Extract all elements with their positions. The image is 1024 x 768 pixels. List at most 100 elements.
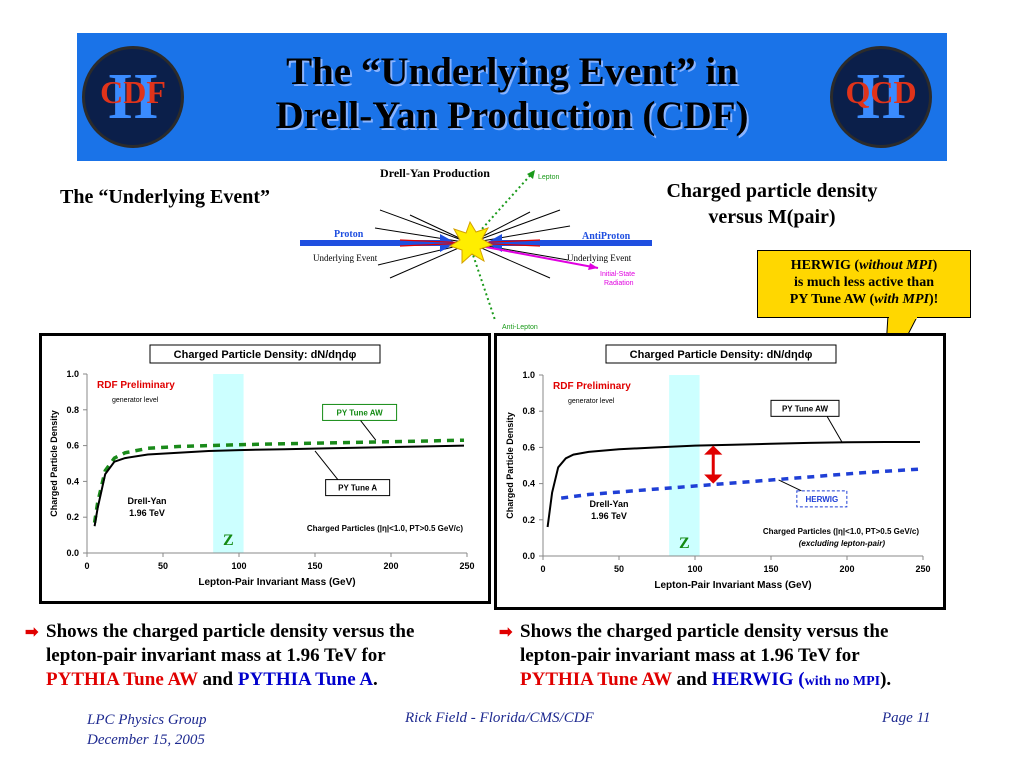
- page-title: The “Underlying Event” in Drell-Yan Prod…: [200, 50, 824, 138]
- right-bullet-line-3: PYTHIA Tune AW and HERWIG (with no MPI).: [520, 669, 892, 690]
- y-axis-label: Charged Particle Density: [49, 410, 59, 517]
- y-tick-label: 0.0: [522, 551, 535, 561]
- y-tick-label: 0.8: [66, 405, 79, 415]
- y-tick-label: 1.0: [66, 369, 79, 379]
- x-tick-label: 250: [915, 564, 930, 574]
- cuts-label-2: (excluding lepton-pair): [799, 539, 886, 548]
- generator-label: generator level: [112, 397, 159, 404]
- isr-arrowhead: [588, 263, 598, 270]
- left-heading: The “Underlying Event”: [60, 186, 271, 208]
- x-tick-label: 50: [158, 561, 168, 571]
- qcd-logo: II QCD: [830, 46, 932, 148]
- y-tick-label: 1.0: [522, 370, 535, 380]
- anti-lepton-label: Anti-Lepton: [502, 324, 538, 331]
- y-tick-label: 0.4: [66, 476, 79, 486]
- left-bullet-line-3: PYTHIA Tune AW and PYTHIA Tune A.: [46, 669, 378, 690]
- process-label: Drell-Yan: [589, 499, 628, 509]
- right-bullet-line-1: Shows the charged particle density versu…: [520, 621, 889, 642]
- x-tick-label: 150: [763, 564, 778, 574]
- cdf-logo: II CDF: [82, 46, 184, 148]
- x-axis-label: Lepton-Pair Invariant Mass (GeV): [198, 577, 355, 588]
- py-tune-aw-box: [770, 399, 840, 417]
- x-tick-label: 200: [839, 564, 854, 574]
- interaction-star-icon: [448, 220, 494, 265]
- left-bullet-arrow-icon: ➡: [25, 624, 39, 641]
- footer-group-name: LPC Physics Group: [87, 712, 207, 728]
- right-bullet-arrow-icon: ➡: [499, 624, 513, 641]
- right-chart-panel: [494, 333, 946, 610]
- chart-title: Charged Particle Density: dN/dηdφ: [174, 349, 357, 361]
- right-bullet: ➡ Shows the charged particle density ver…: [499, 620, 1019, 694]
- right-chart: Z 0 50 100 150 200 250 0.0 0.2 0.4 0.6 0.8 1.0 Lepton…: [505, 344, 931, 591]
- herwig-label: HERWIG: [805, 495, 838, 504]
- left-bullet-line-1: Shows the charged particle density versu…: [46, 621, 415, 642]
- energy-label: 1.96 TeV: [129, 508, 165, 518]
- y-tick-label: 0.2: [66, 512, 79, 522]
- py-tune-aw-label: PY Tune AW: [337, 408, 384, 417]
- cdf-logo-text: CDF: [100, 74, 166, 110]
- qcd-logo-text: QCD: [845, 74, 917, 110]
- py-tune-a-box: [325, 479, 391, 497]
- callout-line-3: PY Tune AW (with MPI)!: [789, 292, 939, 307]
- difference-arrow-head-down: [704, 474, 723, 484]
- lepton-track: [471, 169, 536, 241]
- y-tick-label: 0.6: [66, 441, 79, 451]
- herwig-callout: HERWIG (without MPI) is much less active…: [757, 250, 971, 318]
- x-tick-label: 0: [540, 564, 545, 574]
- preliminary-label: RDF Preliminary: [97, 380, 175, 391]
- x-tick-label: 0: [84, 561, 89, 571]
- series-line-py-tune-aw: [92, 438, 465, 523]
- title-line-1: The “Underlying Event” in: [286, 50, 738, 93]
- z-peak-band: [213, 374, 244, 553]
- z-label: Z: [679, 535, 690, 552]
- py-tune-aw-leader: [360, 420, 377, 441]
- cuts-label: Charged Particles (|η|<1.0, PT>0.5 GeV/c…: [307, 524, 463, 533]
- preliminary-label: RDF Preliminary: [553, 381, 631, 392]
- process-label: Drell-Yan: [127, 496, 166, 506]
- underlying-event-right-label: Underlying Event: [567, 253, 632, 263]
- y-tick-label: 0.6: [522, 442, 535, 452]
- py-tune-aw-box: [322, 403, 398, 421]
- footer-author: Rick Field - Florida/CMS/CDF: [405, 710, 594, 726]
- qcd-logo-roman: II: [855, 60, 907, 133]
- y-tick-label: 0.2: [522, 515, 535, 525]
- antiproton-label: AntiProton: [582, 231, 631, 242]
- isr-track: [474, 244, 599, 269]
- y-axis-label: Charged Particle Density: [505, 412, 515, 519]
- x-tick-label: 50: [614, 564, 624, 574]
- callout-line-2: is much less active than: [794, 275, 934, 290]
- difference-arrow-head-up: [704, 445, 723, 455]
- chart-title-box: [605, 344, 837, 364]
- title-line-2: Drell-Yan Production (CDF): [275, 94, 749, 137]
- z-peak-band: [669, 375, 700, 556]
- right-heading: Charged particle density versus M(pair): [612, 178, 932, 230]
- title-banner: [77, 33, 947, 161]
- series-line-herwig: [560, 467, 921, 500]
- isr-label-line-1: Initial-State: [600, 271, 635, 278]
- py-tune-aw-leader: [826, 416, 843, 444]
- chart-title: Charged Particle Density: dN/dηdφ: [630, 349, 813, 361]
- proton-arrow: [300, 234, 456, 252]
- right-heading-line-2: versus M(pair): [708, 206, 836, 228]
- cuts-label: Charged Particles (|η|<1.0, PT>0.5 GeV/c…: [763, 527, 919, 536]
- x-tick-label: 200: [383, 561, 398, 571]
- x-tick-label: 100: [231, 561, 246, 571]
- series-line-py-tune-a: [93, 444, 465, 527]
- series-line-py-tune-aw: [546, 441, 920, 528]
- right-bullet-line-2: lepton-pair invariant mass at 1.96 TeV f…: [520, 645, 860, 666]
- py-tune-a-leader: [314, 450, 339, 480]
- antiproton-arrow: [486, 234, 652, 252]
- footer-page: Page 11: [882, 710, 931, 726]
- x-tick-label: 250: [459, 561, 474, 571]
- footer-group: LPC Physics Group December 15, 2005: [87, 710, 206, 750]
- herwig-leader: [778, 479, 802, 492]
- herwig-box: [796, 490, 848, 508]
- x-tick-label: 150: [307, 561, 322, 571]
- callout-pointer-seam: [889, 316, 917, 319]
- y-tick-label: 0.4: [522, 479, 535, 489]
- footer-date: December 15, 2005: [87, 732, 205, 748]
- underlying-event-left-label: Underlying Event: [313, 253, 378, 263]
- diagram-title: Drell-Yan Production: [380, 166, 490, 180]
- chart-title-box: [149, 344, 381, 364]
- x-axis-label: Lepton-Pair Invariant Mass (GeV): [654, 580, 811, 591]
